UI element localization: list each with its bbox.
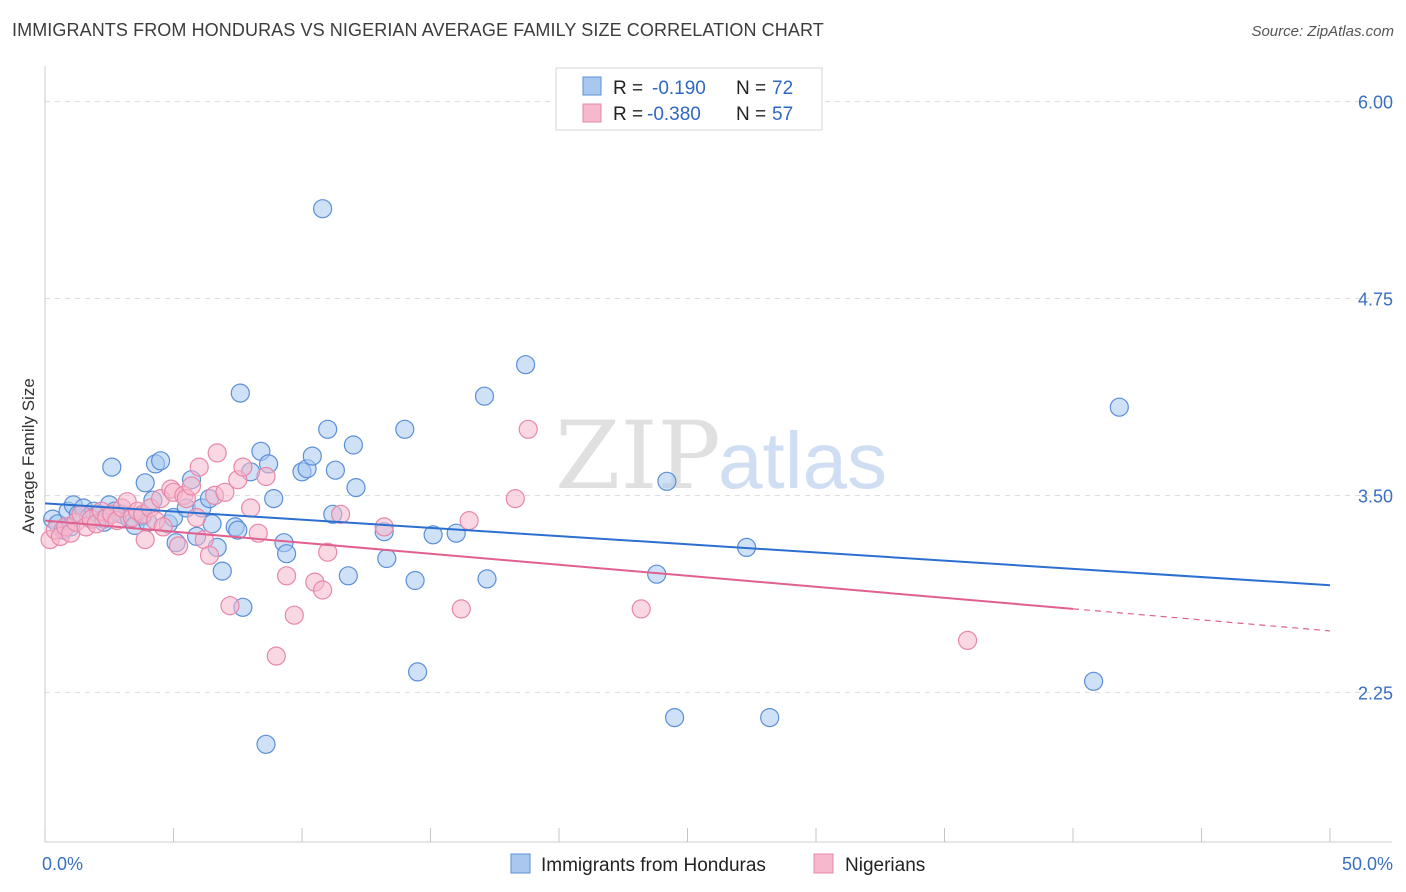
honduras-point-58 [395, 419, 415, 439]
nigerian-point-54 [518, 419, 538, 439]
nigerian-point-33 [199, 545, 220, 565]
honduras-point-61 [423, 525, 443, 545]
y-tick-label-0: 2.25 [1358, 683, 1393, 703]
x-tick-labels: 0.0% 50.0% [42, 854, 1393, 874]
legend-swatch-honduras [582, 76, 602, 96]
trend-lines [44, 502, 1331, 632]
honduras-point-57 [377, 548, 397, 569]
honduras-point-73 [256, 734, 276, 754]
honduras-point-54 [343, 435, 363, 455]
nigerian-point-44 [277, 566, 297, 586]
honduras-point-43 [264, 489, 284, 509]
bottom-swatch-nigerian [813, 853, 834, 874]
nigerian-point-19 [135, 529, 155, 550]
honduras-point-65 [515, 355, 536, 375]
nigerian-point-26 [169, 536, 189, 556]
legend-r-value-2: -0.380 [647, 104, 701, 125]
honduras-point-68 [664, 707, 685, 728]
nigerian-point-51 [451, 599, 471, 619]
honduras-point-21 [135, 473, 155, 493]
legend-r-label-2: R = [613, 104, 643, 125]
honduras-point-72 [1109, 397, 1129, 417]
watermark-zip: ZIP [555, 402, 721, 511]
axes [44, 66, 1392, 843]
y-tick-label-1: 3.50 [1358, 486, 1393, 506]
nigerian-point-31 [189, 457, 209, 477]
honduras-point-45 [277, 544, 297, 564]
y-axis-label: Average Family Size [19, 378, 38, 534]
nigerian-point-39 [233, 457, 253, 477]
y-tick-labels: 2.25 3.50 4.75 6.00 [1358, 93, 1393, 704]
legend-n-value-1: 72 [772, 78, 793, 99]
honduras-point-71 [1083, 671, 1104, 691]
nigerian-point-56 [957, 630, 978, 651]
nigerian-point-23 [153, 517, 173, 537]
chart-source: Source: ZipAtlas.com [1251, 23, 1394, 40]
honduras-trend-line [44, 502, 1331, 587]
nigerian-point-35 [207, 443, 227, 463]
nigerian-point-45 [284, 605, 304, 625]
honduras-point-53 [338, 566, 358, 586]
bottom-legend-honduras: Immigrants from Honduras [541, 855, 766, 876]
chart-title: IMMIGRANTS FROM HONDURAS VS NIGERIAN AVE… [12, 20, 824, 40]
nigerian-point-49 [331, 504, 351, 524]
nigerian-trend-extension [1072, 608, 1331, 632]
nigerian-point-36 [215, 482, 235, 502]
legend-r-value-1: -0.190 [652, 78, 706, 99]
honduras-point-48 [302, 446, 322, 466]
watermark-atlas: atlas [718, 416, 887, 505]
x-tick-label-0: 0.0% [42, 854, 83, 874]
honduras-point-52 [325, 460, 345, 480]
honduras-point-55 [346, 478, 366, 498]
honduras-point-39 [230, 383, 250, 403]
bottom-legend-nigerian: Nigerians [845, 855, 925, 876]
bottom-swatch-honduras [510, 853, 531, 874]
watermark: ZIP atlas [555, 402, 887, 511]
x-tick-label-1: 50.0% [1342, 854, 1393, 874]
nigerian-point-48 [318, 542, 338, 562]
nigerian-trend-line [44, 519, 1074, 610]
honduras-point-70 [760, 707, 780, 728]
nigerian-point-40 [241, 498, 261, 518]
honduras-point-50 [318, 419, 338, 439]
nigerian-point-50 [374, 517, 394, 537]
nigerian-point-42 [256, 466, 276, 487]
honduras-point-24 [151, 451, 171, 471]
nigerian-point-52 [459, 510, 479, 531]
nigerian-point-55 [631, 599, 651, 619]
honduras-point-20 [102, 457, 122, 477]
nigerian-point-30 [187, 507, 207, 528]
correlation-legend: R = -0.190 N = 72 R = -0.380 N = 57 [555, 67, 823, 131]
nigerian-point-53 [505, 489, 525, 509]
legend-r-label-1: R = [613, 78, 643, 99]
nigerian-point-29 [181, 476, 202, 496]
legend-swatch-nigerian [582, 103, 602, 123]
honduras-point-67 [657, 471, 677, 491]
legend-n-label-2: N = [736, 104, 766, 125]
legend-n-label-1: N = [736, 78, 766, 99]
honduras-point-49 [313, 199, 333, 219]
legend-n-value-2: 57 [772, 104, 793, 125]
y-tick-label-3: 6.00 [1358, 93, 1393, 113]
honduras-point-59 [405, 570, 425, 591]
nigerian-point-43 [266, 646, 286, 666]
series-legend: Immigrants from Honduras Nigerians [510, 853, 925, 876]
honduras-point-37 [228, 520, 248, 540]
honduras-point-64 [477, 569, 497, 589]
honduras-point-63 [474, 386, 495, 406]
honduras-point-60 [408, 662, 428, 682]
nigerian-point-37 [220, 596, 240, 616]
nigerian-point-47 [313, 580, 333, 600]
honduras-point-35 [212, 561, 232, 581]
y-tick-label-2: 4.75 [1358, 290, 1393, 310]
